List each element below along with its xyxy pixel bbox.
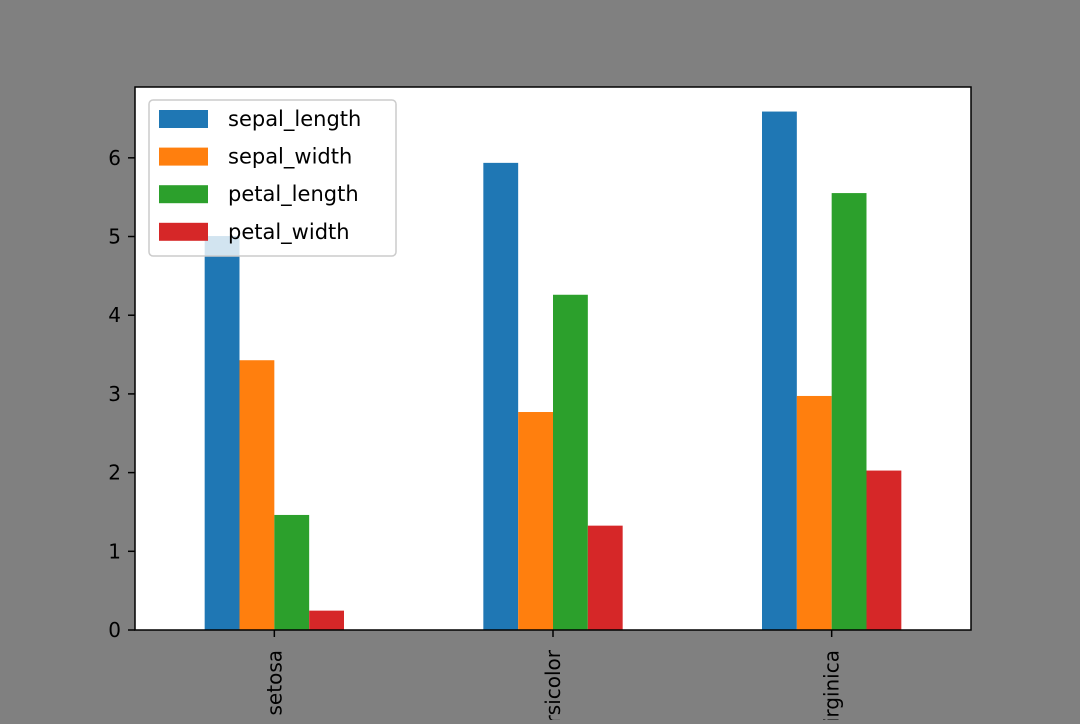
legend-label-sepal_width: sepal_width	[228, 145, 352, 170]
legend-swatch-sepal_length	[159, 110, 208, 128]
legend-label-sepal_length: sepal_length	[228, 107, 361, 132]
bar-petal_width-setosa	[309, 610, 344, 630]
bar-petal_length-virginica	[831, 193, 867, 631]
y-tick-label: 4	[108, 303, 121, 327]
y-tick-label: 5	[108, 225, 121, 249]
legend-box	[148, 99, 397, 257]
bar-sepal_length-virginica	[762, 111, 797, 631]
legend-label-petal_width: petal_width	[228, 220, 350, 245]
y-tick-label: 0	[108, 618, 121, 642]
legend: sepal_length sepal_width petal_lengthpetal…	[148, 99, 397, 257]
bars-group	[204, 111, 902, 631]
legend-label-petal_length: petal_length	[228, 182, 359, 207]
axes-group: 0 1 2 3 4 5 6 setosa versicolor virginica	[108, 86, 972, 724]
bar-petal_length-versicolor	[553, 294, 588, 630]
y-tick-label: 3	[108, 382, 121, 406]
x-tick-label-setosa: setosa	[262, 650, 286, 715]
bar-petal_length-setosa	[274, 514, 310, 630]
y-tick-label: 6	[108, 146, 121, 170]
legend-swatch-sepal_width	[159, 147, 208, 166]
x-tick-label-virginica: virginica	[820, 650, 844, 720]
x-tick-label-versicolor: versicolor	[541, 649, 565, 720]
bar-petal_width-virginica	[866, 470, 902, 630]
bar-sepal_width-setosa	[239, 360, 275, 630]
y-tick-label: 2	[108, 461, 121, 485]
bar-sepal_width-versicolor	[518, 412, 553, 630]
legend-swatch-petal_width	[159, 222, 208, 241]
bar-petal_width-versicolor	[587, 525, 623, 630]
bar-sepal_length-versicolor	[483, 162, 519, 630]
bar-sepal_width-virginica	[796, 395, 832, 630]
y-tick-label: 1	[108, 539, 121, 563]
legend-swatch-petal_length	[159, 185, 208, 204]
bar-sepal_length-setosa	[204, 236, 240, 630]
